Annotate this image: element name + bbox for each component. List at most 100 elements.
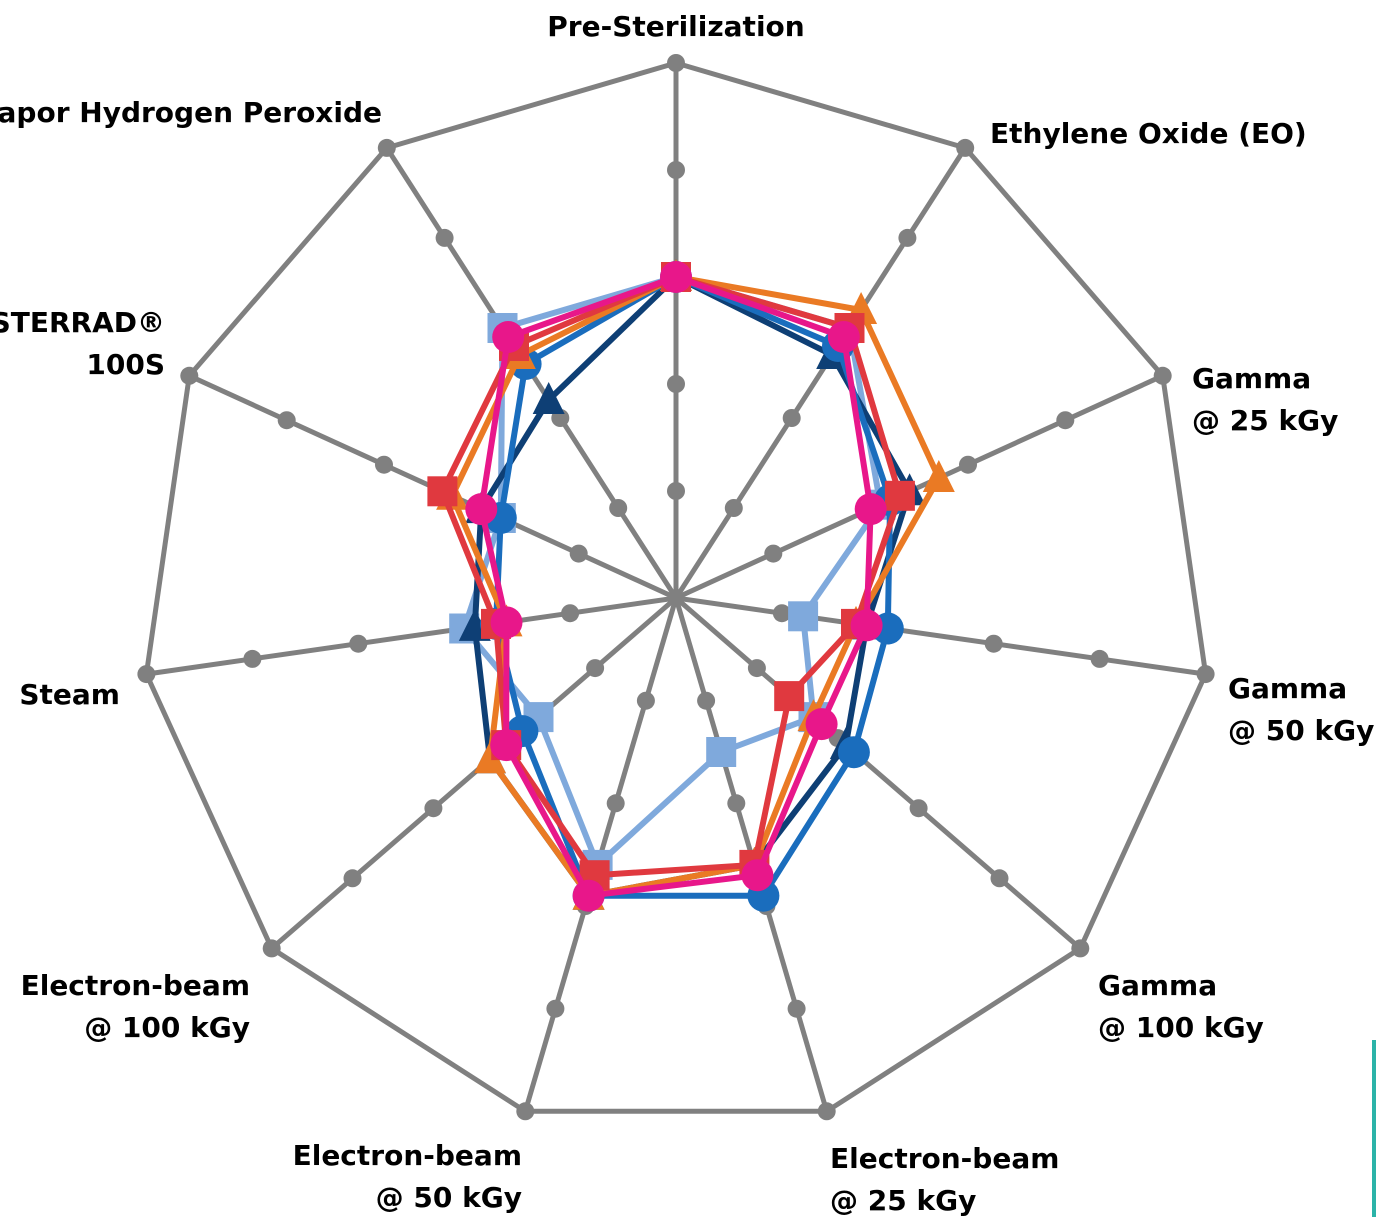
grid-spoke [673,146,968,600]
grid-tick-dot [606,794,625,813]
series-point-square [884,480,915,511]
axis-label-line: @ 50 kGy [1228,714,1374,747]
series-point-circle [490,606,523,639]
axis-label-line: Steam [19,678,120,711]
axis-label: Gamma @ 100 kGy [1098,969,1264,1044]
series-point-circle [572,879,605,912]
series-line [461,274,884,868]
series-5 [465,261,887,912]
edge-accent-bar [1372,1040,1376,1217]
axis-label-line: @ 100 kGy [1098,1011,1264,1044]
axis-label: Electron-beam @ 100 kGy [21,969,250,1044]
grid-tick-dot [984,634,1003,653]
axis-label-line: Electron-beam [21,969,250,1002]
grid-tick-dot [435,228,454,247]
series-line [449,274,942,899]
axis-label: Steam [19,678,120,711]
grid-tick-dot [375,455,393,474]
series-point-circle [741,859,774,892]
series-line [478,274,874,899]
grid-tick-dot [772,604,791,623]
grid-tick-dot [343,869,362,888]
axis-label: Vapor Hydrogen Peroxide [0,96,382,129]
grid-tick-dot [959,455,977,474]
axis-label-line: STERRAD® [0,306,165,339]
grid-tick-dot [990,869,1009,888]
grid-tick-dot [262,939,281,958]
series-point-circle [854,493,887,526]
grid-tick-dot [1090,649,1109,668]
grid-tick-dot [349,634,368,653]
grid-tick-dot [636,691,655,710]
axis-label: Pre-Sterilization [547,10,804,43]
axis-label: Gamma @ 50 kGy [1228,672,1374,747]
grid-tick-dot [516,1102,535,1121]
grid-tick-dot [898,228,917,247]
series-point-square [774,681,805,712]
series-line [439,274,903,879]
axis-label-line: Pre-Sterilization [547,10,804,43]
grid-tick-dot [667,54,685,72]
grid-tick-dot [569,544,588,563]
grid-tick-dot [277,411,296,430]
axis-label-line: Gamma [1098,969,1217,1002]
grid-tick-dot [697,691,716,710]
grid-tick-dot [1071,939,1090,958]
axis-label-line: Gamma [1228,672,1347,705]
grid-tick-dot [787,999,806,1018]
grid-tick-dot [561,604,580,623]
series-point-triangle [474,741,506,774]
series-point-circle [837,736,870,769]
axis-label: Ethylene Oxide (EO) [990,117,1307,150]
series-point-circle [492,321,525,353]
axis-label-line: @ 25 kGy [1192,404,1338,437]
axis-label-layer: Pre-Sterilization Ethylene Oxide (EO) Gamm… [0,10,1374,1217]
axis-label: Gamma @ 25 kGy [1192,362,1338,437]
grid-tick-dot [727,794,746,813]
grid-tick-dot [782,409,801,427]
grid-tick-dot [667,482,685,500]
grid-tick-dot [764,544,783,563]
series-point-circle [850,609,883,642]
grid-tick-dot [667,161,685,179]
axis-label-line: @ 100 kGy [84,1011,250,1044]
series-point-circle [660,261,692,293]
series-point-triangle [922,460,955,492]
axis-label: Electron-beam @ 25 kGy [830,1142,1059,1217]
grid-tick-dot [546,999,565,1018]
grid-tick-dot [724,499,743,517]
axis-label-line: Electron-beam [830,1142,1059,1175]
axis-label-line: Gamma [1192,362,1311,395]
axis-label-line: 100S [86,348,165,381]
axis-label-line: Electron-beam [293,1139,522,1172]
grid-spoke [674,596,1082,951]
axis-label-line: @ 50 kGy [376,1181,522,1214]
grid-layer [137,54,1215,1121]
series-point-circle [490,729,523,762]
series-line [493,274,894,899]
series-point-square [706,737,737,767]
series-layer [427,259,955,912]
grid-spoke [146,595,677,677]
series-point-circle [465,493,498,526]
axis-label: Electron-beam @ 50 kGy [293,1139,522,1214]
grid-tick-dot [424,799,443,818]
axis-label-line: Ethylene Oxide (EO) [990,117,1307,150]
grid-outer-ring [143,60,1209,1114]
grid-tick-dot [909,799,928,818]
grid-spoke [674,373,1164,601]
grid-tick-dot [667,375,685,393]
axis-label-line: @ 25 kGy [830,1184,976,1217]
series-point-circle [827,321,860,353]
grid-tick-dot [609,499,628,517]
axis-label-line: Vapor Hydrogen Peroxide [0,96,382,129]
grid-tick-dot [377,138,396,157]
axis-label: STERRAD® 100S [0,306,165,381]
series-point-circle [805,708,838,741]
grid-spoke [270,596,678,951]
grid-tick-dot [1196,665,1215,684]
grid-tick-dot [747,659,766,678]
grid-tick-dot [1056,411,1075,430]
